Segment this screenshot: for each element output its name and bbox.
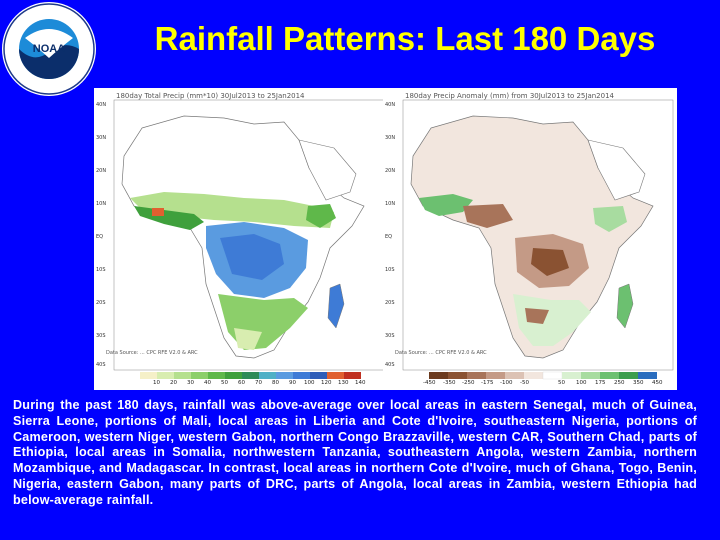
- legend-label: 30: [187, 380, 194, 386]
- legend-label: -350: [443, 380, 456, 386]
- legend-label: -450: [423, 380, 436, 386]
- legend-label: 250: [614, 380, 625, 386]
- legend-label: 130: [338, 380, 349, 386]
- guinea-coast-rain: [134, 206, 204, 230]
- west-africa-negative: [463, 204, 513, 228]
- legend-label: 120: [321, 380, 332, 386]
- legend-label: 60: [238, 380, 245, 386]
- legend-label: 350: [633, 380, 644, 386]
- legend-label: 90: [289, 380, 296, 386]
- legend-label: 40: [204, 380, 211, 386]
- legend-label: 50: [221, 380, 228, 386]
- legend-label: 100: [576, 380, 587, 386]
- legend-label: 100: [304, 380, 315, 386]
- total-precip-map: 180day Total Precip (mm*10) 30Jul2013 to…: [94, 88, 388, 390]
- lat-label: 20S: [385, 300, 395, 306]
- legend-label: 70: [255, 380, 262, 386]
- anomaly-legend-labels: -450 -350 -250 -175 -100 -50 50 100 175 …: [383, 380, 677, 388]
- total-precip-legend: [140, 372, 361, 379]
- west-africa-positive: [419, 194, 473, 216]
- lat-label: 10S: [385, 267, 395, 273]
- lat-label: 30N: [96, 135, 107, 141]
- logo-center-text: NOAA: [33, 43, 65, 55]
- legend-label: -50: [520, 380, 529, 386]
- rainfall-summary-text: During the past 180 days, rainfall was a…: [13, 398, 697, 507]
- legend-label: 10: [153, 380, 160, 386]
- lat-label: 10N: [96, 201, 107, 207]
- madagascar: [327, 283, 345, 329]
- legend-label: 450: [652, 380, 663, 386]
- legend-label: -250: [462, 380, 475, 386]
- ethiopia-rain: [306, 204, 336, 228]
- precip-anomaly-map-svg: [402, 99, 674, 380]
- legend-label: 175: [595, 380, 606, 386]
- anomaly-caption: 180day Precip Anomaly (mm) from 30Jul201…: [405, 92, 614, 100]
- lat-label: 20N: [96, 168, 107, 174]
- lat-label: 30S: [96, 333, 106, 339]
- noaa-logo: NOAA: [2, 2, 96, 96]
- anomaly-credit: Data Source: ... CPC RFE V2.0 & ARC: [395, 350, 487, 356]
- anomaly-legend: [429, 371, 657, 380]
- legend-label: -175: [481, 380, 494, 386]
- east-africa-positive: [593, 206, 627, 232]
- madagascar: [616, 283, 634, 329]
- legend-label: 20: [170, 380, 177, 386]
- lat-label: EQ: [96, 234, 104, 240]
- lat-label: EQ: [385, 234, 393, 240]
- total-precip-caption: 180day Total Precip (mm*10) 30Jul2013 to…: [116, 92, 305, 100]
- page-title: Rainfall Patterns: Last 180 Days: [154, 20, 656, 57]
- lat-label: 40S: [96, 362, 106, 368]
- lat-label: 20S: [96, 300, 106, 306]
- sahel-rain-band: [130, 192, 334, 228]
- lat-label: 30N: [385, 135, 396, 141]
- legend-label: -100: [500, 380, 513, 386]
- lat-label: 30S: [385, 333, 395, 339]
- legend-label: 140: [355, 380, 366, 386]
- precip-anomaly-map: 180day Precip Anomaly (mm) from 30Jul201…: [383, 88, 677, 390]
- total-precip-credit: Data Source: ... CPC RFE V2.0 & ARC: [106, 350, 198, 356]
- lat-label: 40N: [385, 102, 396, 108]
- legend-label: 80: [272, 380, 279, 386]
- lat-label: 40N: [96, 102, 107, 108]
- legend-label: 50: [558, 380, 565, 386]
- total-precip-map-svg: [113, 99, 385, 379]
- southern-africa-anomaly: [513, 294, 591, 346]
- lat-label: 10N: [385, 201, 396, 207]
- lat-label: 40S: [385, 362, 395, 368]
- lat-label: 20N: [385, 168, 396, 174]
- total-precip-legend-labels: 10 20 30 40 50 60 70 80 90 100 120 130 1…: [94, 380, 388, 388]
- lat-label: 10S: [96, 267, 106, 273]
